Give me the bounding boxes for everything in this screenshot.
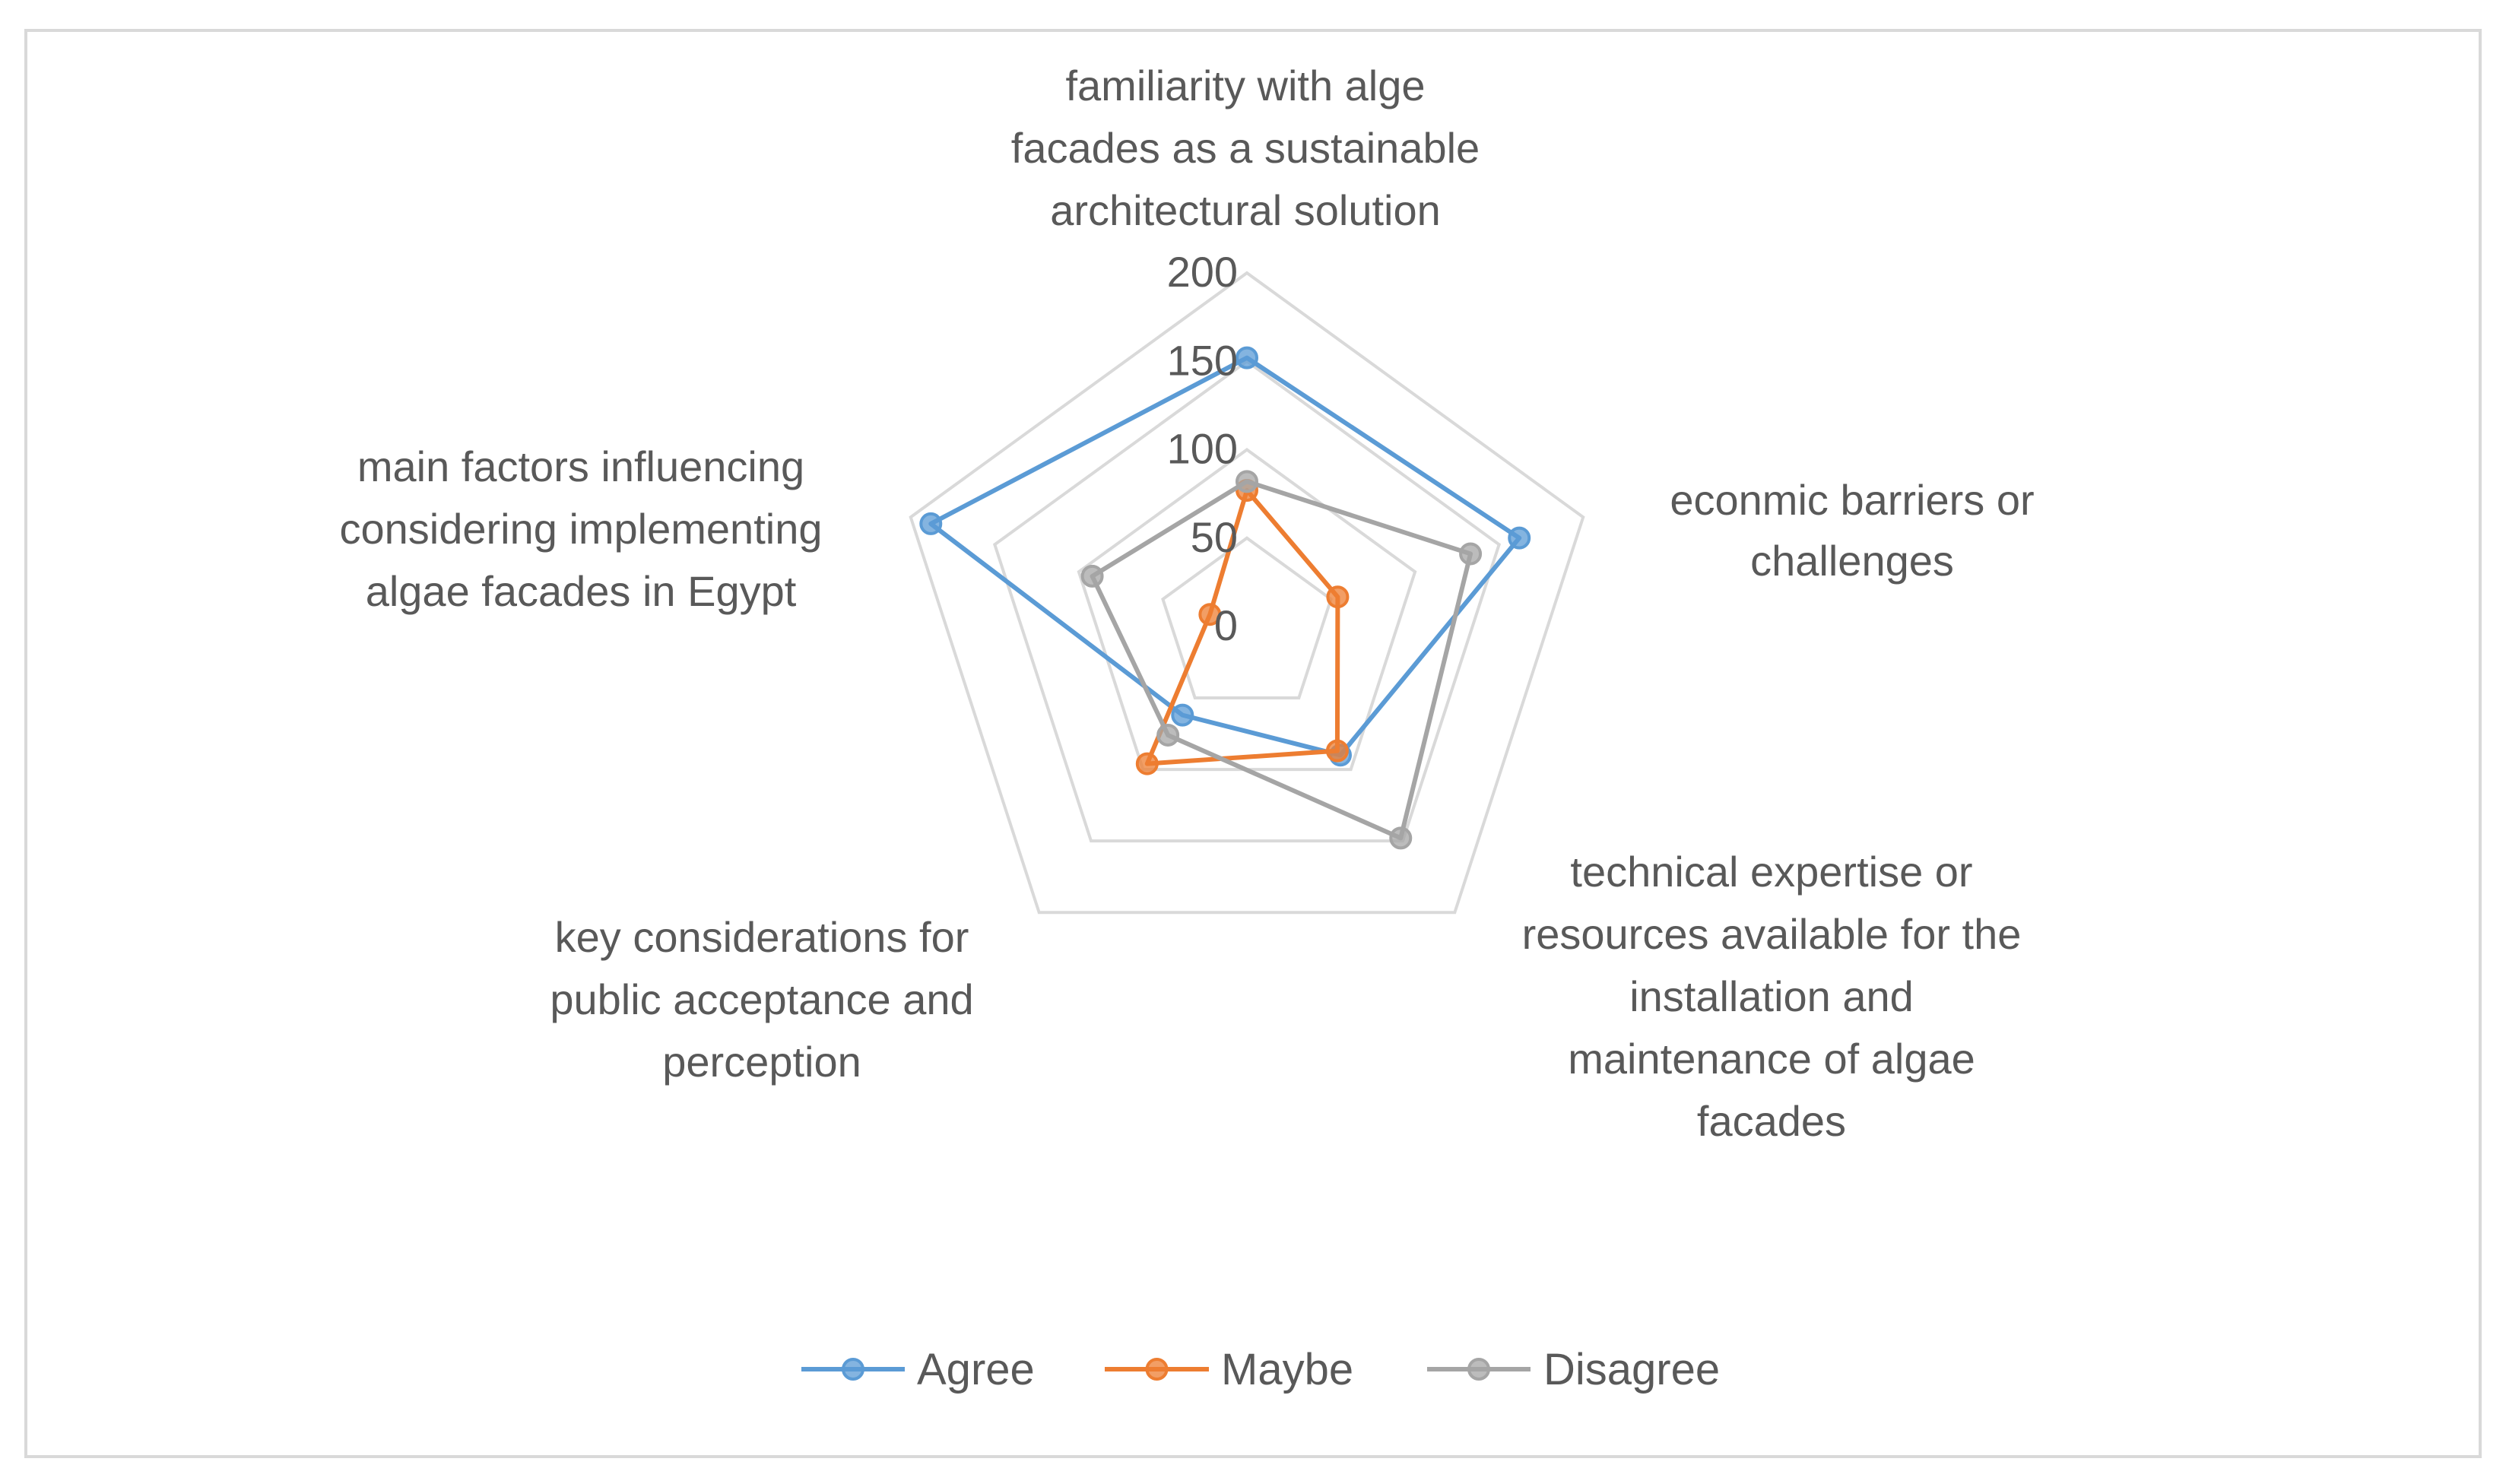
legend-item-maybe: Maybe xyxy=(1105,1345,1353,1394)
data-point xyxy=(1236,346,1258,369)
legend-marker xyxy=(842,1358,864,1381)
tick-label: 0 xyxy=(1214,601,1238,649)
axis-label: main factors influencing considering impl… xyxy=(339,442,822,615)
tick-label: 50 xyxy=(1191,513,1238,561)
legend-marker xyxy=(1145,1358,1169,1381)
data-point xyxy=(1459,542,1483,566)
radar-axis-labels: familiarity with alge facades as a sustai… xyxy=(339,62,2034,1145)
grid-ring xyxy=(909,271,1585,915)
series-line xyxy=(928,355,1522,758)
data-point xyxy=(1326,585,1350,609)
legend-item-agree: Agree xyxy=(801,1345,1035,1394)
tick-label: 100 xyxy=(1167,425,1238,473)
tick-label: 200 xyxy=(1167,248,1238,296)
chart-frame xyxy=(24,29,2482,1458)
grid-ring xyxy=(992,359,1502,843)
legend-item-disagree: Disagree xyxy=(1427,1345,1720,1394)
legend-label: Disagree xyxy=(1543,1345,1720,1394)
axis-label: familiarity with alge facades as a sustai… xyxy=(1011,62,1480,234)
legend-label: Maybe xyxy=(1221,1345,1353,1394)
grid-ring xyxy=(1161,536,1333,700)
data-point xyxy=(1198,603,1222,626)
legend: Agree Maybe Disagree xyxy=(801,1345,1720,1394)
series-disagree xyxy=(1080,470,1483,850)
data-point xyxy=(1135,752,1159,775)
series-line xyxy=(1090,479,1473,841)
data-point xyxy=(1389,826,1413,850)
data-point xyxy=(919,512,943,535)
data-point xyxy=(1156,723,1180,747)
legend-label: Agree xyxy=(917,1345,1035,1394)
tick-label: 150 xyxy=(1167,336,1238,384)
data-point xyxy=(1508,526,1531,550)
radar-series xyxy=(919,346,1531,850)
series-agree xyxy=(919,346,1531,767)
data-point xyxy=(1171,703,1194,727)
series-line xyxy=(1144,487,1340,766)
data-point xyxy=(1236,470,1258,493)
axis-label: key considerations for public acceptance … xyxy=(550,913,973,1086)
axis-label: econmic barriers or challenges xyxy=(1670,476,2034,585)
radar-tick-labels: 0 50 100 150 200 xyxy=(1167,248,1238,649)
axis-label: technical expertise or resources availabl… xyxy=(1522,848,2022,1145)
data-point xyxy=(1325,739,1349,763)
legend-marker xyxy=(1467,1358,1490,1381)
data-point xyxy=(1080,564,1104,588)
